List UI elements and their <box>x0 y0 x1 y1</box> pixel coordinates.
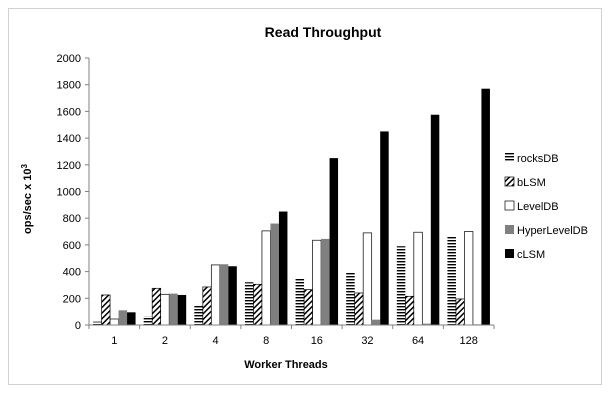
bar-blsm-2 <box>151 287 162 326</box>
bar-clsm-128 <box>481 88 490 325</box>
x-tick-label: 32 <box>361 335 373 347</box>
y-tick-label: 400 <box>63 267 81 279</box>
bar-hyperleveldb-32 <box>371 319 381 325</box>
legend-label-rocksdb: rocksDB <box>517 153 559 165</box>
bar-rocksdb-16 <box>295 277 305 325</box>
bar-clsm-8 <box>278 211 288 325</box>
y-axis-label-superscript: 3 <box>20 164 29 169</box>
bar-blsm-16 <box>303 289 313 326</box>
y-tick-label: 1000 <box>57 187 81 199</box>
y-tick-label: 0 <box>75 320 81 332</box>
bar-hyperleveldb-64 <box>422 323 431 325</box>
bar-blsm-128 <box>455 298 465 326</box>
bar-leveldb-4 <box>210 264 221 326</box>
y-axis-label-text: ops/sec x 10 <box>22 169 34 234</box>
bar-rocksdb-128 <box>447 236 456 325</box>
bar-clsm-1 <box>127 312 136 325</box>
chart-title: Read Throughput <box>265 24 382 40</box>
y-tick-label: 2000 <box>57 53 81 65</box>
bar-leveldb-2 <box>160 293 170 326</box>
bar-clsm-32 <box>380 131 389 325</box>
bar-blsm-8 <box>253 283 263 326</box>
y-axis: 0 200 400 600 800 1000 1200 1400 1600 1800 2000 <box>57 53 90 332</box>
bar-rocksdb-32 <box>346 272 355 325</box>
bar-hyperleveldb-1 <box>118 310 128 325</box>
bar-clsm-16 <box>329 158 339 325</box>
bars-group <box>93 88 490 326</box>
legend-swatch-clsm <box>505 249 514 258</box>
x-tick-label: 128 <box>460 335 478 347</box>
x-axis-label: Worker Threads <box>244 359 328 371</box>
y-axis-label: ops/sec x 103 <box>20 164 34 234</box>
y-tick-label: 1800 <box>57 80 81 92</box>
bar-blsm-64 <box>404 295 415 326</box>
bar-clsm-64 <box>430 114 440 325</box>
bar-blsm-32 <box>354 292 364 326</box>
chart-frame: Read Throughput ops/sec x 103 Worker Thr… <box>8 8 602 385</box>
x-tick-label: 2 <box>162 335 168 347</box>
bar-hyperleveldb-8 <box>270 223 279 325</box>
y-tick-label: 1600 <box>57 106 81 118</box>
bar-rocksdb-64 <box>396 246 406 325</box>
bar-rocksdb-2 <box>143 316 153 325</box>
bar-leveldb-16 <box>312 239 322 326</box>
legend-label-leveldb: LevelDB <box>517 201 559 213</box>
y-tick-label: 1200 <box>57 160 81 172</box>
bar-blsm-4 <box>202 286 212 326</box>
legend-label-clsm: cLSM <box>517 249 545 261</box>
y-tick-label: 200 <box>63 293 81 305</box>
bar-clsm-2 <box>177 294 187 325</box>
x-tick-label: 64 <box>412 335 424 347</box>
bar-leveldb-1 <box>109 318 119 326</box>
bar-rocksdb-4 <box>194 304 203 325</box>
y-tick-label: 800 <box>63 213 81 225</box>
x-axis: 1 2 4 8 16 32 64 128 <box>88 324 495 347</box>
legend-label-blsm: bLSM <box>517 177 546 189</box>
legend-swatch-leveldb <box>504 200 515 211</box>
y-tick-label: 600 <box>63 240 81 252</box>
read-throughput-chart: Read Throughput ops/sec x 103 Worker Thr… <box>20 24 588 371</box>
y-tick-label: 1400 <box>57 133 81 145</box>
bar-leveldb-64 <box>413 231 423 326</box>
bar-hyperleveldb-4 <box>219 264 229 325</box>
bar-leveldb-32 <box>362 232 373 326</box>
x-tick-label: 8 <box>263 335 269 347</box>
bar-blsm-1 <box>101 294 111 326</box>
bar-hyperleveldb-16 <box>321 238 330 325</box>
bar-leveldb-128 <box>464 231 474 326</box>
x-tick-label: 16 <box>311 335 323 347</box>
legend-swatch-rocksdb <box>505 153 514 162</box>
legend: rocksDB bLSM LevelDB HyperLevelDB cLSM <box>504 153 588 261</box>
bar-rocksdb-1 <box>93 321 102 325</box>
x-tick-label: 1 <box>111 335 117 347</box>
bar-clsm-4 <box>228 266 237 325</box>
bar-leveldb-8 <box>261 230 271 326</box>
bar-hyperleveldb-2 <box>169 293 178 325</box>
legend-swatch-hyperleveldb <box>505 225 514 234</box>
x-tick-label: 4 <box>213 335 219 347</box>
legend-label-hyperleveldb: HyperLevelDB <box>517 225 588 237</box>
legend-swatch-blsm <box>504 176 515 187</box>
bar-rocksdb-8 <box>244 282 254 325</box>
